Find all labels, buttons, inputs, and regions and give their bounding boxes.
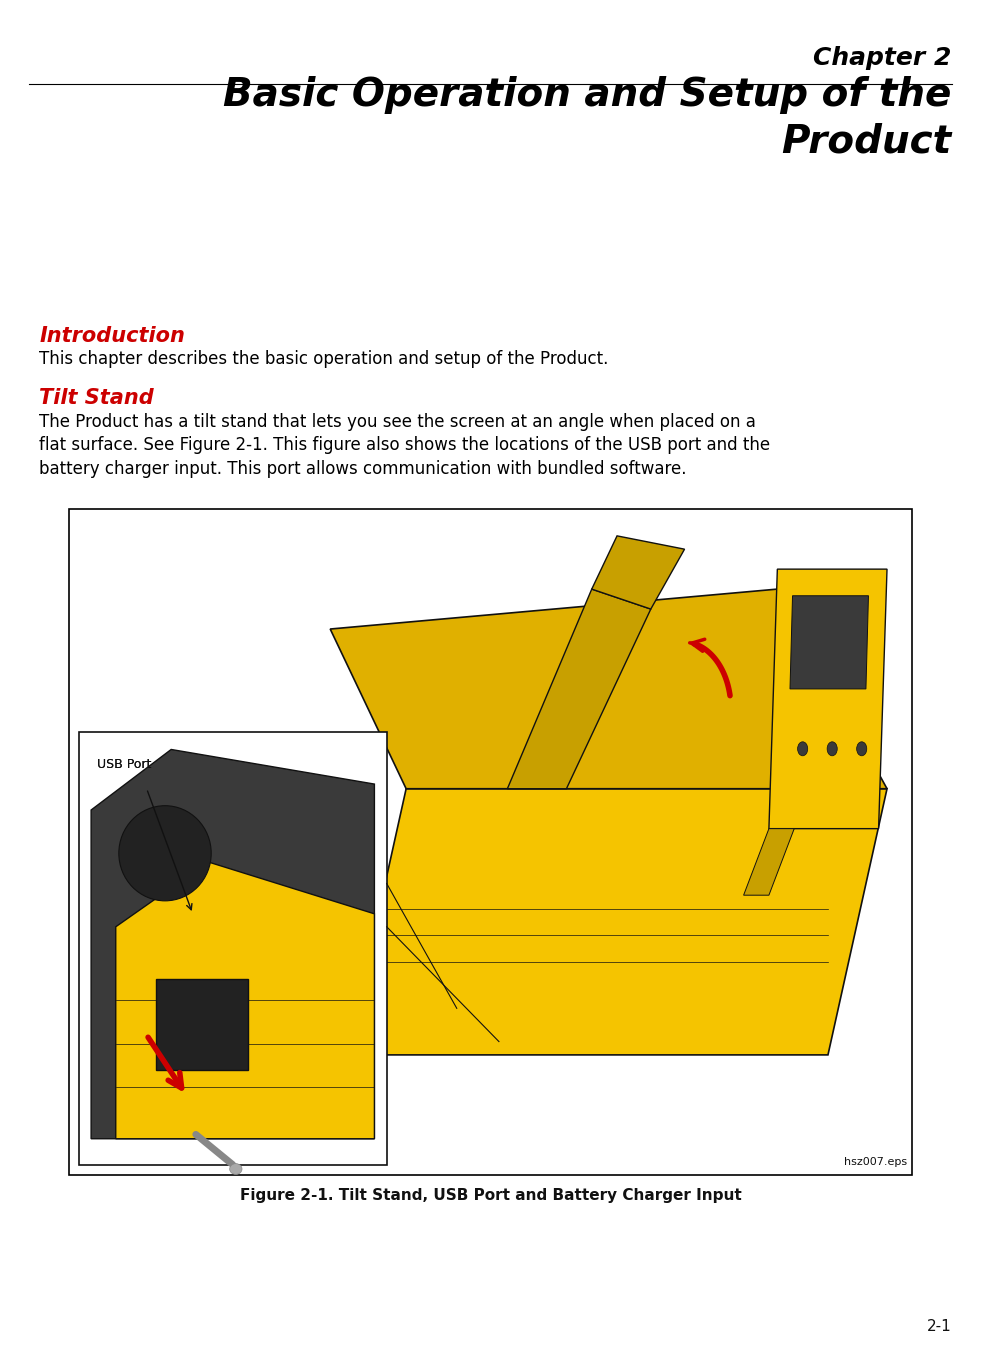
- Text: Basic Operation and Setup of the: Basic Operation and Setup of the: [224, 76, 952, 114]
- Circle shape: [856, 741, 867, 756]
- Text: This chapter describes the basic operation and setup of the Product.: This chapter describes the basic operati…: [39, 350, 608, 368]
- Text: Figure 2-1. Tilt Stand, USB Port and Battery Charger Input: Figure 2-1. Tilt Stand, USB Port and Bat…: [239, 1188, 742, 1203]
- Text: Introduction: Introduction: [39, 326, 185, 346]
- Text: Product: Product: [781, 122, 952, 160]
- Polygon shape: [769, 569, 887, 828]
- Circle shape: [798, 741, 807, 756]
- Polygon shape: [592, 536, 685, 608]
- Polygon shape: [156, 979, 248, 1070]
- Text: Tilt Stand: Tilt Stand: [39, 388, 154, 409]
- Polygon shape: [91, 750, 375, 1139]
- Text: 2-1: 2-1: [927, 1319, 952, 1334]
- Bar: [78, 732, 387, 1165]
- Text: USB Port: USB Port: [97, 758, 152, 771]
- Ellipse shape: [119, 805, 211, 900]
- Polygon shape: [331, 589, 887, 789]
- Text: USB Port: USB Port: [97, 758, 152, 771]
- Text: The Product has a tilt stand that lets you see the screen at an angle when place: The Product has a tilt stand that lets y…: [39, 413, 770, 478]
- Text: hsz007.eps: hsz007.eps: [845, 1157, 907, 1167]
- Circle shape: [827, 741, 837, 756]
- Polygon shape: [347, 789, 887, 1055]
- Text: Chapter 2: Chapter 2: [813, 46, 952, 71]
- Polygon shape: [116, 862, 375, 1139]
- Polygon shape: [744, 828, 795, 895]
- Polygon shape: [507, 589, 650, 789]
- Bar: [69, 509, 912, 1175]
- Ellipse shape: [230, 1164, 242, 1175]
- Polygon shape: [790, 596, 868, 689]
